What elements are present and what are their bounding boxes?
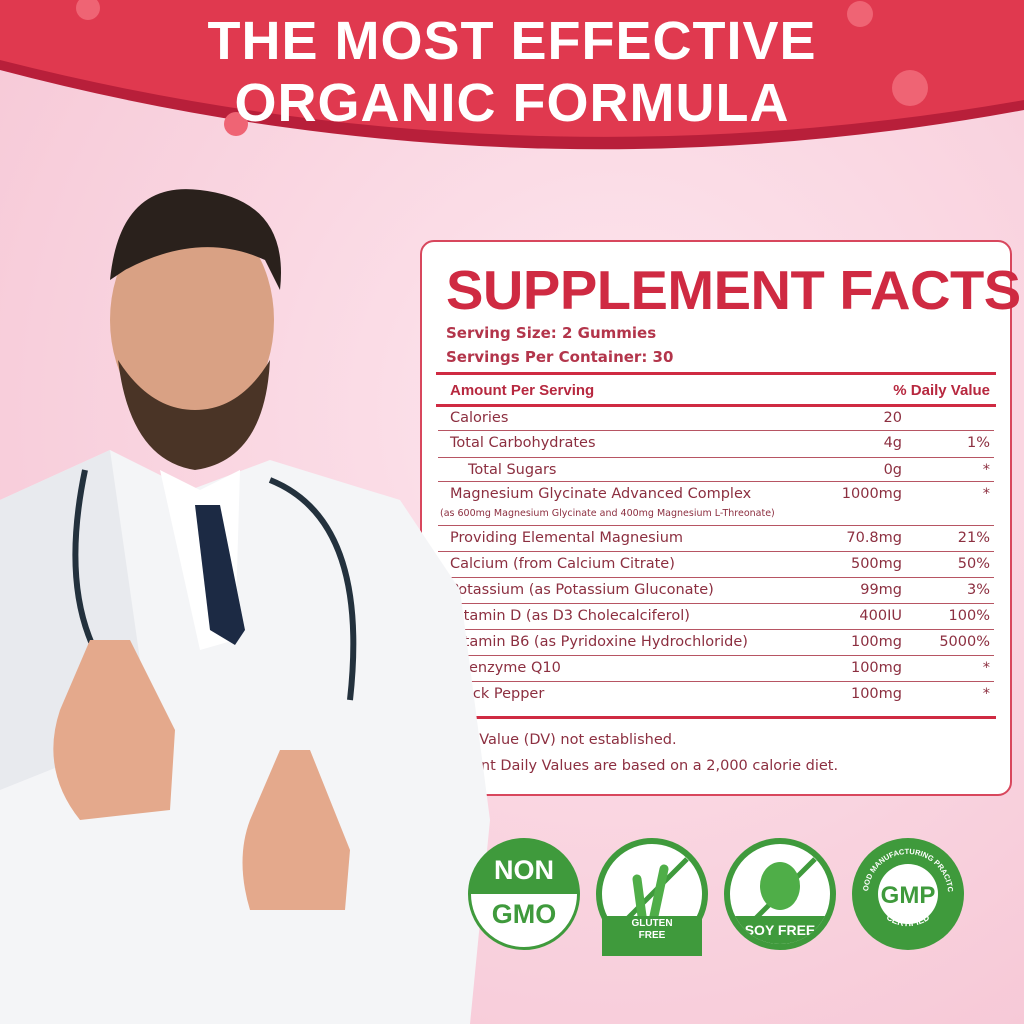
nutrient-dv: * — [982, 686, 990, 702]
header-amount: Amount Per Serving — [450, 382, 595, 399]
facts-title: SUPPLEMENT FACTS — [446, 259, 1021, 321]
row-divider — [438, 577, 994, 578]
thumbs-up-hand — [53, 640, 176, 820]
headline-line-1: THE MOST EFFECTIVE — [207, 11, 817, 71]
row-divider — [438, 457, 994, 458]
nutrient-name: Calories — [450, 410, 509, 426]
badge-text: SOY FREE — [730, 916, 830, 944]
strawberry-icon — [892, 70, 928, 106]
badge-text: GMO — [491, 899, 557, 929]
nutrient-amount: 500mg — [850, 556, 902, 572]
badge-text: GLUTEN — [631, 918, 673, 929]
nutrient-dv: 1% — [966, 435, 990, 451]
row-divider — [438, 655, 994, 656]
nutrient-amount: 100mg — [850, 660, 902, 676]
gmp-badge: GOOD MANUFACTURING PRACITCE CERTIFIED GM… — [852, 838, 964, 950]
row-divider — [438, 481, 994, 482]
doctor-photo — [0, 189, 490, 1024]
footnote-dv: ily Value (DV) not established. — [458, 732, 677, 748]
beard — [118, 360, 270, 470]
nutrient-amount: 100mg — [850, 686, 902, 702]
nutrient-name: Vitamin D (as D3 Cholecalciferol) — [450, 608, 690, 624]
nutrient-name: Vitamin B6 (as Pyridoxine Hydrochloride) — [450, 634, 748, 650]
svg-text:CERTIFIED: CERTIFIED — [885, 912, 932, 929]
nutrient-name: Potassium (as Potassium Gluconate) — [450, 582, 714, 598]
badge-text: NON — [494, 855, 554, 885]
nutrient-dv: 50% — [957, 556, 990, 572]
soy-free-badge: SOY FREE — [724, 838, 836, 950]
nutrient-dv: 21% — [957, 530, 990, 546]
headline-line-2: ORGANIC FORMULA — [234, 73, 790, 133]
nutrient-dv: * — [982, 660, 990, 676]
nutrient-amount: 400IU — [859, 608, 902, 624]
row-divider — [438, 430, 994, 431]
nutrient-dv: 5000% — [939, 634, 990, 650]
nutrient-name: Coenzyme Q10 — [450, 660, 561, 676]
top-banner — [0, 0, 1024, 150]
necktie — [195, 505, 245, 645]
thumbs-up-hand — [242, 750, 350, 910]
divider — [436, 372, 996, 375]
row-divider — [438, 681, 994, 682]
supplement-facts-panel: SUPPLEMENT FACTS Serving Size: 2 Gummies… — [420, 240, 1021, 796]
serving-size: Serving Size: 2 Gummies — [446, 324, 657, 342]
nutrient-dv: 100% — [948, 608, 990, 624]
nutrient-dv: * — [982, 462, 990, 478]
footnote-percent: cent Daily Values are based on a 2,000 c… — [464, 758, 839, 774]
row-divider — [438, 525, 994, 526]
nutrient-note: (as 600mg Magnesium Glycinate and 400mg … — [440, 508, 775, 519]
nutrient-amount: 70.8mg — [846, 530, 902, 546]
nutrient-amount: 4g — [883, 435, 902, 451]
nutrient-name: Calcium (from Calcium Citrate) — [450, 556, 675, 572]
nutrient-dv: 3% — [966, 582, 990, 598]
strawberry-icon — [76, 0, 100, 20]
divider — [436, 716, 996, 719]
nutrient-name: Providing Elemental Magnesium — [450, 530, 684, 546]
nutrient-amount: 20 — [883, 410, 902, 426]
nutrient-amount: 1000mg — [841, 486, 902, 502]
nutrient-amount: 100mg — [850, 634, 902, 650]
row-divider — [438, 629, 994, 630]
nutrient-amount: 0g — [883, 462, 902, 478]
face — [110, 210, 274, 430]
nutrient-dv: * — [982, 486, 990, 502]
strawberry-icon — [847, 1, 873, 27]
row-divider — [438, 603, 994, 604]
gluten-free-badge: GLUTEN FREE — [596, 838, 708, 956]
header-daily-value: % Daily Value — [893, 382, 990, 399]
nutrient-amount: 99mg — [860, 582, 902, 598]
strawberry-icon — [224, 112, 248, 136]
gmp-seal: GOOD MANUFACTURING PRACITCE CERTIFIED GM… — [852, 838, 955, 929]
divider — [436, 404, 996, 407]
hair — [110, 189, 281, 290]
badge-text: GMP — [881, 882, 936, 909]
badge-text: FREE — [638, 930, 666, 941]
nutrient-name: Total Carbohydrates — [450, 435, 596, 451]
nutrient-name: Total Sugars — [468, 462, 557, 478]
non-gmo-badge: NON GMO — [468, 838, 580, 950]
nutrient-name: Magnesium Glycinate Advanced Complex — [450, 486, 752, 502]
row-divider — [438, 551, 994, 552]
servings-per-container: Servings Per Container: 30 — [446, 348, 674, 366]
